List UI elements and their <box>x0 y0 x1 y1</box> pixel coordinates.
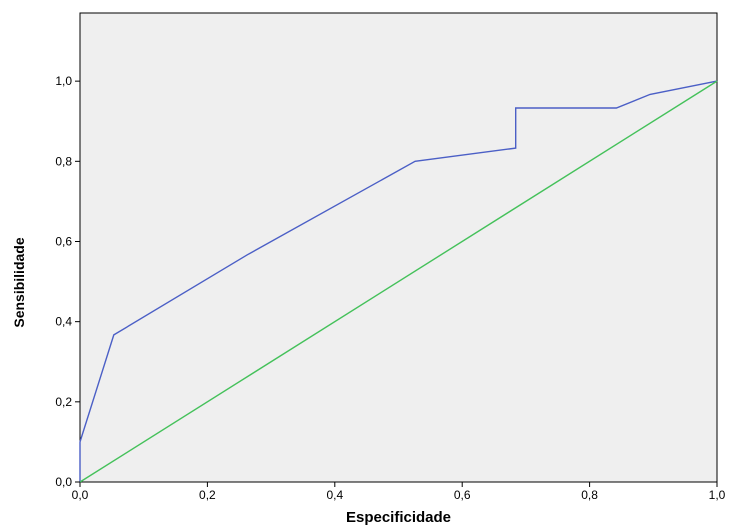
y-axis-title: Sensibilidade <box>11 237 27 327</box>
y-tick-label: 0,6 <box>55 234 72 248</box>
axes-layer: 0,0 0,2 0,4 0,6 0,8 1,0 0,0 0,2 0,4 0,6 0,8 1,0 <box>55 74 725 502</box>
x-axis-title: Especificidade <box>346 509 451 526</box>
y-tick-label: 0,4 <box>55 315 72 329</box>
roc-curve-line <box>79 80 718 482</box>
y-tick-label: 1,0 <box>55 74 72 88</box>
y-tick-label: 0,8 <box>55 154 72 168</box>
x-tick-label: 0,6 <box>454 488 471 502</box>
y-tick-label: 0,0 <box>55 475 72 489</box>
x-tick-label: 0,8 <box>581 488 598 502</box>
series-layer <box>79 80 718 483</box>
x-tick-label: 0,0 <box>72 488 89 502</box>
x-tick-label: 1,0 <box>709 488 726 502</box>
y-tick-label: 0,2 <box>55 395 72 409</box>
x-tick-label: 0,4 <box>326 488 343 502</box>
x-tick-label: 0,2 <box>199 488 216 502</box>
plot-area <box>79 12 718 483</box>
reference-diagonal-line <box>79 80 718 483</box>
